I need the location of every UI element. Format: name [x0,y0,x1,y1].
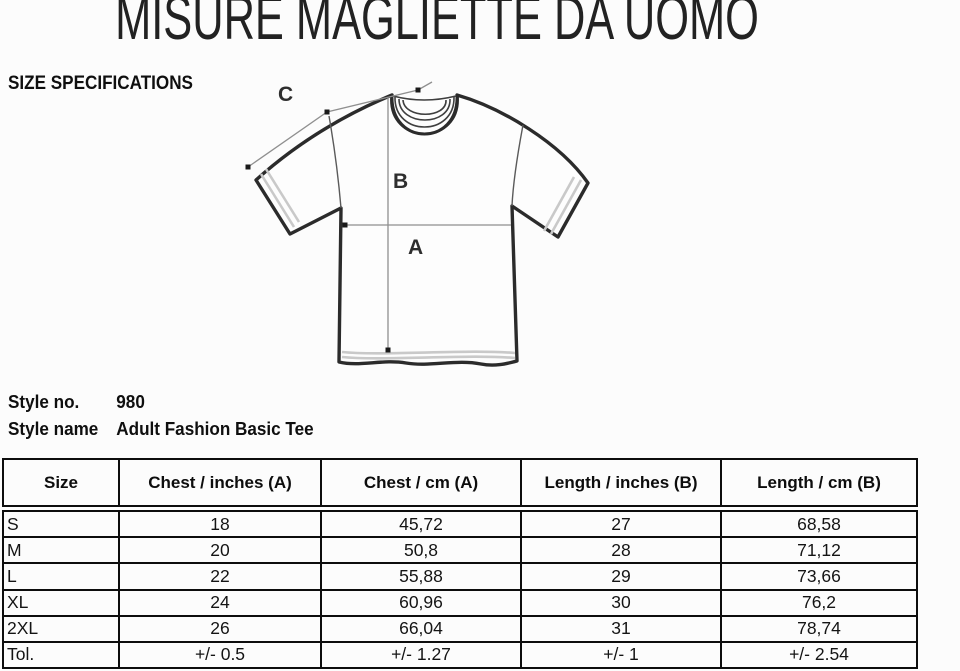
cell-value: 76,2 [720,590,916,615]
cell-value: 22 [118,564,320,589]
cell-size: Tol. [7,644,35,665]
tshirt-outline [254,93,590,367]
cell-value: +/- 1.27 [320,642,520,668]
cell-size: 2XL [7,618,39,639]
cell-value: 50,8 [320,538,520,563]
cell-size: L [7,565,17,586]
cell-value: 26 [118,616,320,641]
cell-value: +/- 2.54 [720,642,916,668]
hem-band [341,355,516,360]
table-row-s: S 18 45,72 27 68,58 [4,512,916,537]
collar-ribbing [394,96,455,128]
left-armhole-seam [328,115,342,209]
measure-marker [245,164,251,170]
table-row-xl: XL 24 60,96 30 76,2 [4,588,916,615]
cell-value: 66,04 [320,616,520,641]
measure-marker [415,87,421,93]
style-name-value: Adult Fashion Basic Tee [116,418,314,439]
column-header-chest-inches: Chest / inches (A) [118,460,320,505]
left-cuff-band [259,173,296,228]
cell-size: M [7,539,22,560]
diagram-label-a: A [408,236,423,259]
cell-value: 29 [520,564,720,589]
tshirt-diagram-icon: C B A [245,81,590,367]
collar-ribbing [398,98,451,121]
cell-value: 31 [520,616,720,641]
table-row-m: M 20 50,8 28 71,12 [4,536,916,563]
cell-value: 18 [118,512,320,537]
style-number-value: 980 [116,391,145,412]
cell-value: +/- 0.5 [118,642,320,668]
page-title: MISURE MAGLIETTE DA UOMO [115,0,759,53]
cell-value: 24 [118,590,320,615]
column-header-length-cm: Length / cm (B) [720,460,916,505]
measure-marker [342,222,348,228]
cell-value: 68,58 [720,512,916,537]
style-number-label: Style no. [8,391,80,412]
hem-band [341,350,516,355]
cell-value: 30 [520,590,720,615]
left-cuff-band [264,168,301,223]
cell-size: S [7,513,19,534]
size-table-body: S 18 45,72 27 68,58 M 20 50,8 28 71,12 L… [2,510,918,669]
cell-value: 27 [520,512,720,537]
measure-marker [385,347,391,353]
right-cuff-band [542,176,576,232]
cell-value: 60,96 [320,590,520,615]
section-label: SIZE SPECIFICATIONS [8,73,193,94]
measure-line-shoulder [247,81,433,168]
style-info: Style no. 980 Style name Adult Fashion B… [8,388,314,442]
style-name-row: Style name Adult Fashion Basic Tee [8,415,314,442]
column-header-chest-cm: Chest / cm (A) [320,460,520,505]
cell-value: 28 [520,538,720,563]
table-row-tolerance: Tol. +/- 0.5 +/- 1.27 +/- 1 +/- 2.54 [4,640,916,668]
diagram-label-b: B [393,170,408,193]
cell-size: XL [7,592,29,613]
table-row-2xl: 2XL 26 66,04 31 78,74 [4,614,916,641]
style-number-row: Style no. 980 [8,388,314,415]
cell-value: 71,12 [720,538,916,563]
collar-ribbing [392,95,457,101]
right-cuff-band [549,179,583,235]
measure-marker [324,109,330,115]
cell-value: 20 [118,538,320,563]
table-row-l: L 22 55,88 29 73,66 [4,562,916,589]
cell-value: +/- 1 [520,642,720,668]
cell-value: 73,66 [720,564,916,589]
column-header-length-inches: Length / inches (B) [520,460,720,505]
collar-ribbing [402,99,447,116]
cell-value: 78,74 [720,616,916,641]
right-armhole-seam [511,124,524,207]
cell-value: 45,72 [320,512,520,537]
column-header-size: Size [43,472,79,492]
diagram-label-c: C [278,83,293,106]
cell-value: 55,88 [320,564,520,589]
style-name-label: Style name [8,418,99,439]
size-table-header: Size Chest / inches (A) Chest / cm (A) L… [2,458,918,507]
